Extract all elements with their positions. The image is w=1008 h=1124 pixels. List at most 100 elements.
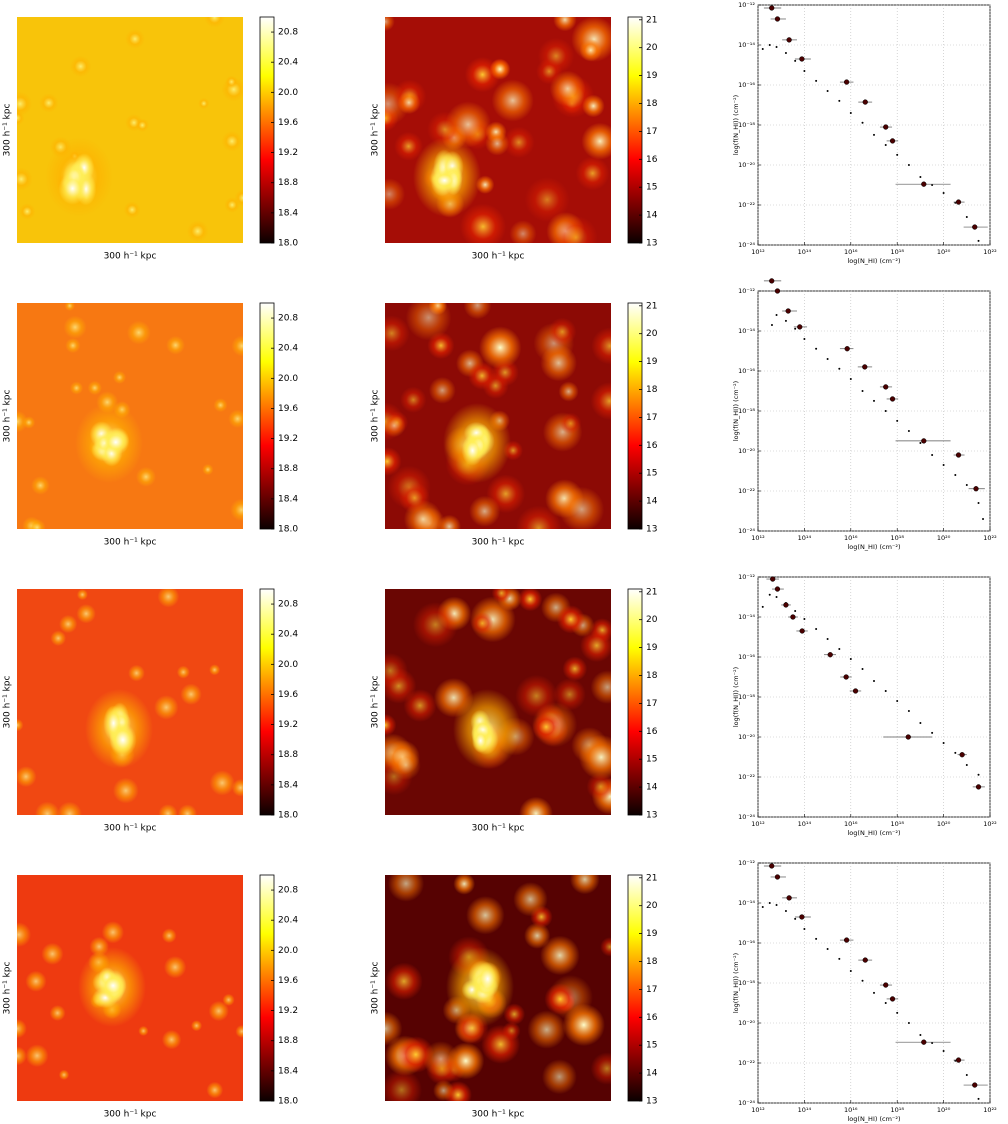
heatmap-blob — [385, 962, 423, 1001]
simulation-point — [965, 216, 968, 219]
y-tick-label: 10⁻¹⁸ — [738, 693, 755, 701]
heatmap-blob — [87, 380, 102, 396]
data-point — [797, 324, 803, 330]
heatmap-blob — [485, 131, 510, 156]
heatmap-blob — [17, 167, 33, 191]
y-axis-label: 300 h⁻¹ kpc — [3, 962, 13, 1015]
colorbar-tick-label: 19.2 — [278, 1006, 298, 1016]
colorbar-tick-label: 19 — [646, 643, 658, 653]
heatmap-blob — [540, 344, 577, 382]
x-tick-label: 10¹⁶ — [844, 820, 858, 828]
simulation-point — [884, 144, 887, 146]
heatmap-blob — [112, 777, 139, 804]
heatmap-blob — [503, 1003, 526, 1025]
heatmap-blob — [50, 630, 67, 647]
simulation-point — [919, 442, 922, 445]
simulation-point — [838, 99, 841, 102]
heatmap-blob — [582, 94, 605, 118]
y-tick-label: 10⁻¹⁶ — [738, 939, 755, 947]
heatmap-blob — [202, 463, 214, 476]
data-point — [785, 308, 791, 314]
colorbar-tick-label: 20.8 — [278, 314, 298, 324]
heatmap-blob — [554, 215, 598, 243]
colorbar-tick-label: 14 — [646, 211, 658, 221]
colorbar-tick-label: 19 — [646, 71, 658, 81]
y-tick-label: 10⁻¹² — [738, 287, 755, 295]
heatmap-blob — [64, 303, 75, 311]
x-tick-label: 10¹⁴ — [798, 1106, 812, 1114]
colorbar-tick-label: 19.6 — [278, 976, 298, 986]
colorbar-tick-label: 17 — [646, 985, 657, 995]
simulation-point — [942, 191, 945, 194]
heatmap-blob — [400, 386, 427, 413]
colorbar-tick-label: 20 — [646, 615, 658, 625]
x-axis-label: 300 h⁻¹ kpc — [104, 538, 157, 548]
colorbar-tick-label: 20.8 — [278, 600, 298, 610]
colorbar — [627, 588, 643, 816]
heatmap-blob — [581, 122, 611, 160]
y-tick-label: 10⁻¹² — [738, 573, 755, 581]
heatmap-blob — [154, 695, 179, 720]
colorbar-tick-label: 18.8 — [278, 1036, 298, 1046]
colorbar-tick-label: 20.8 — [278, 886, 298, 896]
heatmap-blob — [135, 118, 150, 133]
data-point — [889, 396, 896, 402]
simulation-point — [826, 90, 829, 93]
data-point — [883, 982, 889, 988]
heatmap-blob — [600, 937, 611, 957]
data-point — [774, 288, 781, 294]
heatmap-blob — [586, 772, 611, 801]
colorbar-tick-label: 18.0 — [278, 239, 298, 249]
x-tick-label: 10²² — [983, 534, 997, 542]
heatmap: 300 h⁻¹ kpc 300 h⁻¹ kpc 18.0 18.4 18.8 19.2 19… — [3, 588, 298, 834]
heatmap-blob — [221, 130, 243, 152]
colorbar-tick-label: 21 — [646, 873, 657, 883]
heatmap-blob — [559, 412, 582, 435]
x-axis-label: 300 h⁻¹ kpc — [472, 538, 525, 548]
data-point — [769, 863, 775, 869]
heatmap-blob — [445, 101, 492, 148]
heatmap-blob — [509, 220, 537, 243]
heatmap-blob — [128, 664, 145, 682]
simulation-point — [794, 917, 797, 920]
data-point — [799, 628, 805, 634]
data-point — [862, 957, 868, 963]
colorbar-tick-label: 13 — [646, 1097, 657, 1107]
colorbar-tick-label: 13 — [646, 525, 657, 535]
heatmap-blob — [562, 656, 588, 682]
data-point — [955, 1057, 962, 1063]
heatmap-blob — [224, 197, 240, 213]
heatmap-blob — [161, 1029, 182, 1050]
colorbar-tick-label: 17 — [646, 127, 657, 137]
heatmap-image — [385, 589, 611, 815]
heatmap-blob — [208, 1000, 229, 1022]
colorbar-tick-label: 18.8 — [278, 178, 298, 188]
heatmap-blob — [385, 414, 406, 438]
x-tick-label: 10¹⁸ — [890, 534, 904, 542]
colorbar — [259, 874, 275, 1102]
heatmap-blob — [161, 928, 177, 944]
data-point — [843, 937, 850, 943]
colorbar-tick-label: 19.6 — [278, 404, 298, 414]
simulation-point — [815, 937, 818, 940]
heatmap-blob — [225, 75, 238, 89]
y-axis-label: 300 h⁻¹ kpc — [3, 676, 13, 729]
simulation-point — [838, 367, 841, 370]
simulation-point — [954, 751, 957, 754]
simulation-point — [770, 323, 773, 326]
colorbar-tick-label: 16 — [646, 727, 658, 737]
heatmap-blob — [503, 126, 535, 159]
y-tick-label: 10⁻¹⁸ — [738, 407, 755, 415]
y-tick-label: 10⁻¹⁸ — [738, 121, 755, 129]
heatmap-blob — [469, 495, 501, 527]
simulation-point — [884, 689, 887, 692]
simulation-point — [815, 347, 818, 350]
heatmap-core — [101, 429, 130, 455]
heatmap-blob — [76, 604, 96, 624]
heatmap-blob — [177, 804, 197, 815]
heatmap-image — [385, 303, 611, 529]
heatmap-blob — [548, 317, 577, 346]
colorbar-tick-label: 20.8 — [278, 28, 298, 38]
heatmap-blob — [206, 1081, 224, 1099]
